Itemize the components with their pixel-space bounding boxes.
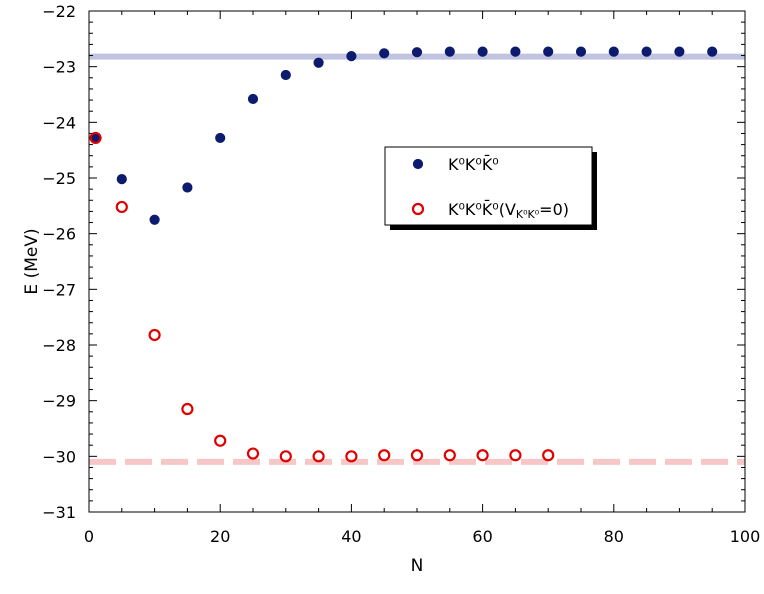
- y-tick-label: −22: [42, 2, 76, 21]
- point-series-1: [411, 47, 423, 58]
- tick-labels: 0 20 40 60 80 100 −22 −23 −24 −25 −26 −27 −28 −29 −30 −…: [42, 2, 760, 546]
- point-series-2: [181, 402, 194, 416]
- x-axis-title: N: [411, 556, 424, 576]
- legend-label-suffix: =0): [539, 200, 569, 219]
- point-series-1: [543, 46, 554, 57]
- x-tick-label: 0: [84, 527, 94, 546]
- point-series-2: [246, 447, 260, 460]
- legend-marker-open: [411, 202, 425, 216]
- reference-lines: [89, 53, 745, 465]
- point-series-1: [215, 132, 226, 144]
- point-series-1: [608, 46, 619, 57]
- y-tick-label: −27: [42, 280, 76, 299]
- point-series-1: [280, 69, 291, 81]
- point-series-1: [116, 174, 127, 185]
- data-points: [89, 46, 718, 463]
- y-tick-label: −24: [42, 113, 76, 132]
- point-series-2: [279, 450, 292, 463]
- plot-frame: [88, 10, 746, 513]
- point-series-2: [148, 328, 161, 342]
- point-series-1: [575, 46, 587, 57]
- x-tick-label: 80: [604, 527, 624, 546]
- y-axis-title: E (MeV): [22, 228, 42, 294]
- point-series-1: [346, 50, 357, 62]
- point-series-1: [477, 46, 488, 57]
- x-tick-label: 60: [472, 527, 492, 546]
- x-tick-label: 40: [341, 527, 361, 546]
- point-series-1: [379, 48, 390, 59]
- legend-label-prefix: K⁰K⁰K̄⁰(V: [448, 200, 516, 219]
- point-series-1: [510, 46, 521, 57]
- legend: K⁰K⁰K̄⁰ K⁰K⁰K̄⁰(VK⁰K⁰=0): [384, 146, 597, 230]
- legend-label-series-1: K⁰K⁰K̄⁰: [448, 155, 499, 174]
- y-tick-label: −23: [42, 58, 76, 77]
- y-tick-label: −30: [42, 447, 76, 466]
- y-tick-label: −28: [42, 336, 76, 355]
- axis-ticks: [88, 10, 746, 513]
- point-series-1: [182, 182, 193, 193]
- point-series-2: [214, 434, 227, 447]
- point-series-2: [89, 131, 102, 145]
- point-series-1: [247, 93, 259, 105]
- point-series-1: [707, 46, 718, 57]
- point-series-1: [674, 46, 685, 57]
- point-series-1: [313, 57, 324, 68]
- point-series-2: [115, 200, 128, 214]
- legend-label-subscript: K⁰K⁰: [516, 208, 540, 221]
- y-tick-label: −26: [42, 225, 76, 244]
- point-series-2: [542, 449, 555, 462]
- point-series-1: [641, 46, 652, 57]
- point-series-2: [345, 450, 358, 463]
- point-series-1: [149, 214, 160, 225]
- point-series-2: [476, 449, 489, 462]
- point-series-2: [509, 449, 522, 462]
- y-tick-label: −29: [42, 392, 76, 411]
- point-series-2: [443, 449, 456, 462]
- legend-marker-filled: [412, 158, 424, 170]
- legend-label-series-2: K⁰K⁰K̄⁰(VK⁰K⁰=0): [448, 200, 569, 221]
- point-series-1: [444, 46, 455, 57]
- point-series-2: [312, 450, 325, 463]
- y-tick-label: −31: [42, 503, 76, 522]
- point-series-2: [410, 449, 424, 462]
- x-tick-label: 100: [730, 527, 761, 546]
- point-series-2: [378, 449, 391, 462]
- y-tick-label: −25: [42, 169, 76, 188]
- x-tick-label: 20: [210, 527, 230, 546]
